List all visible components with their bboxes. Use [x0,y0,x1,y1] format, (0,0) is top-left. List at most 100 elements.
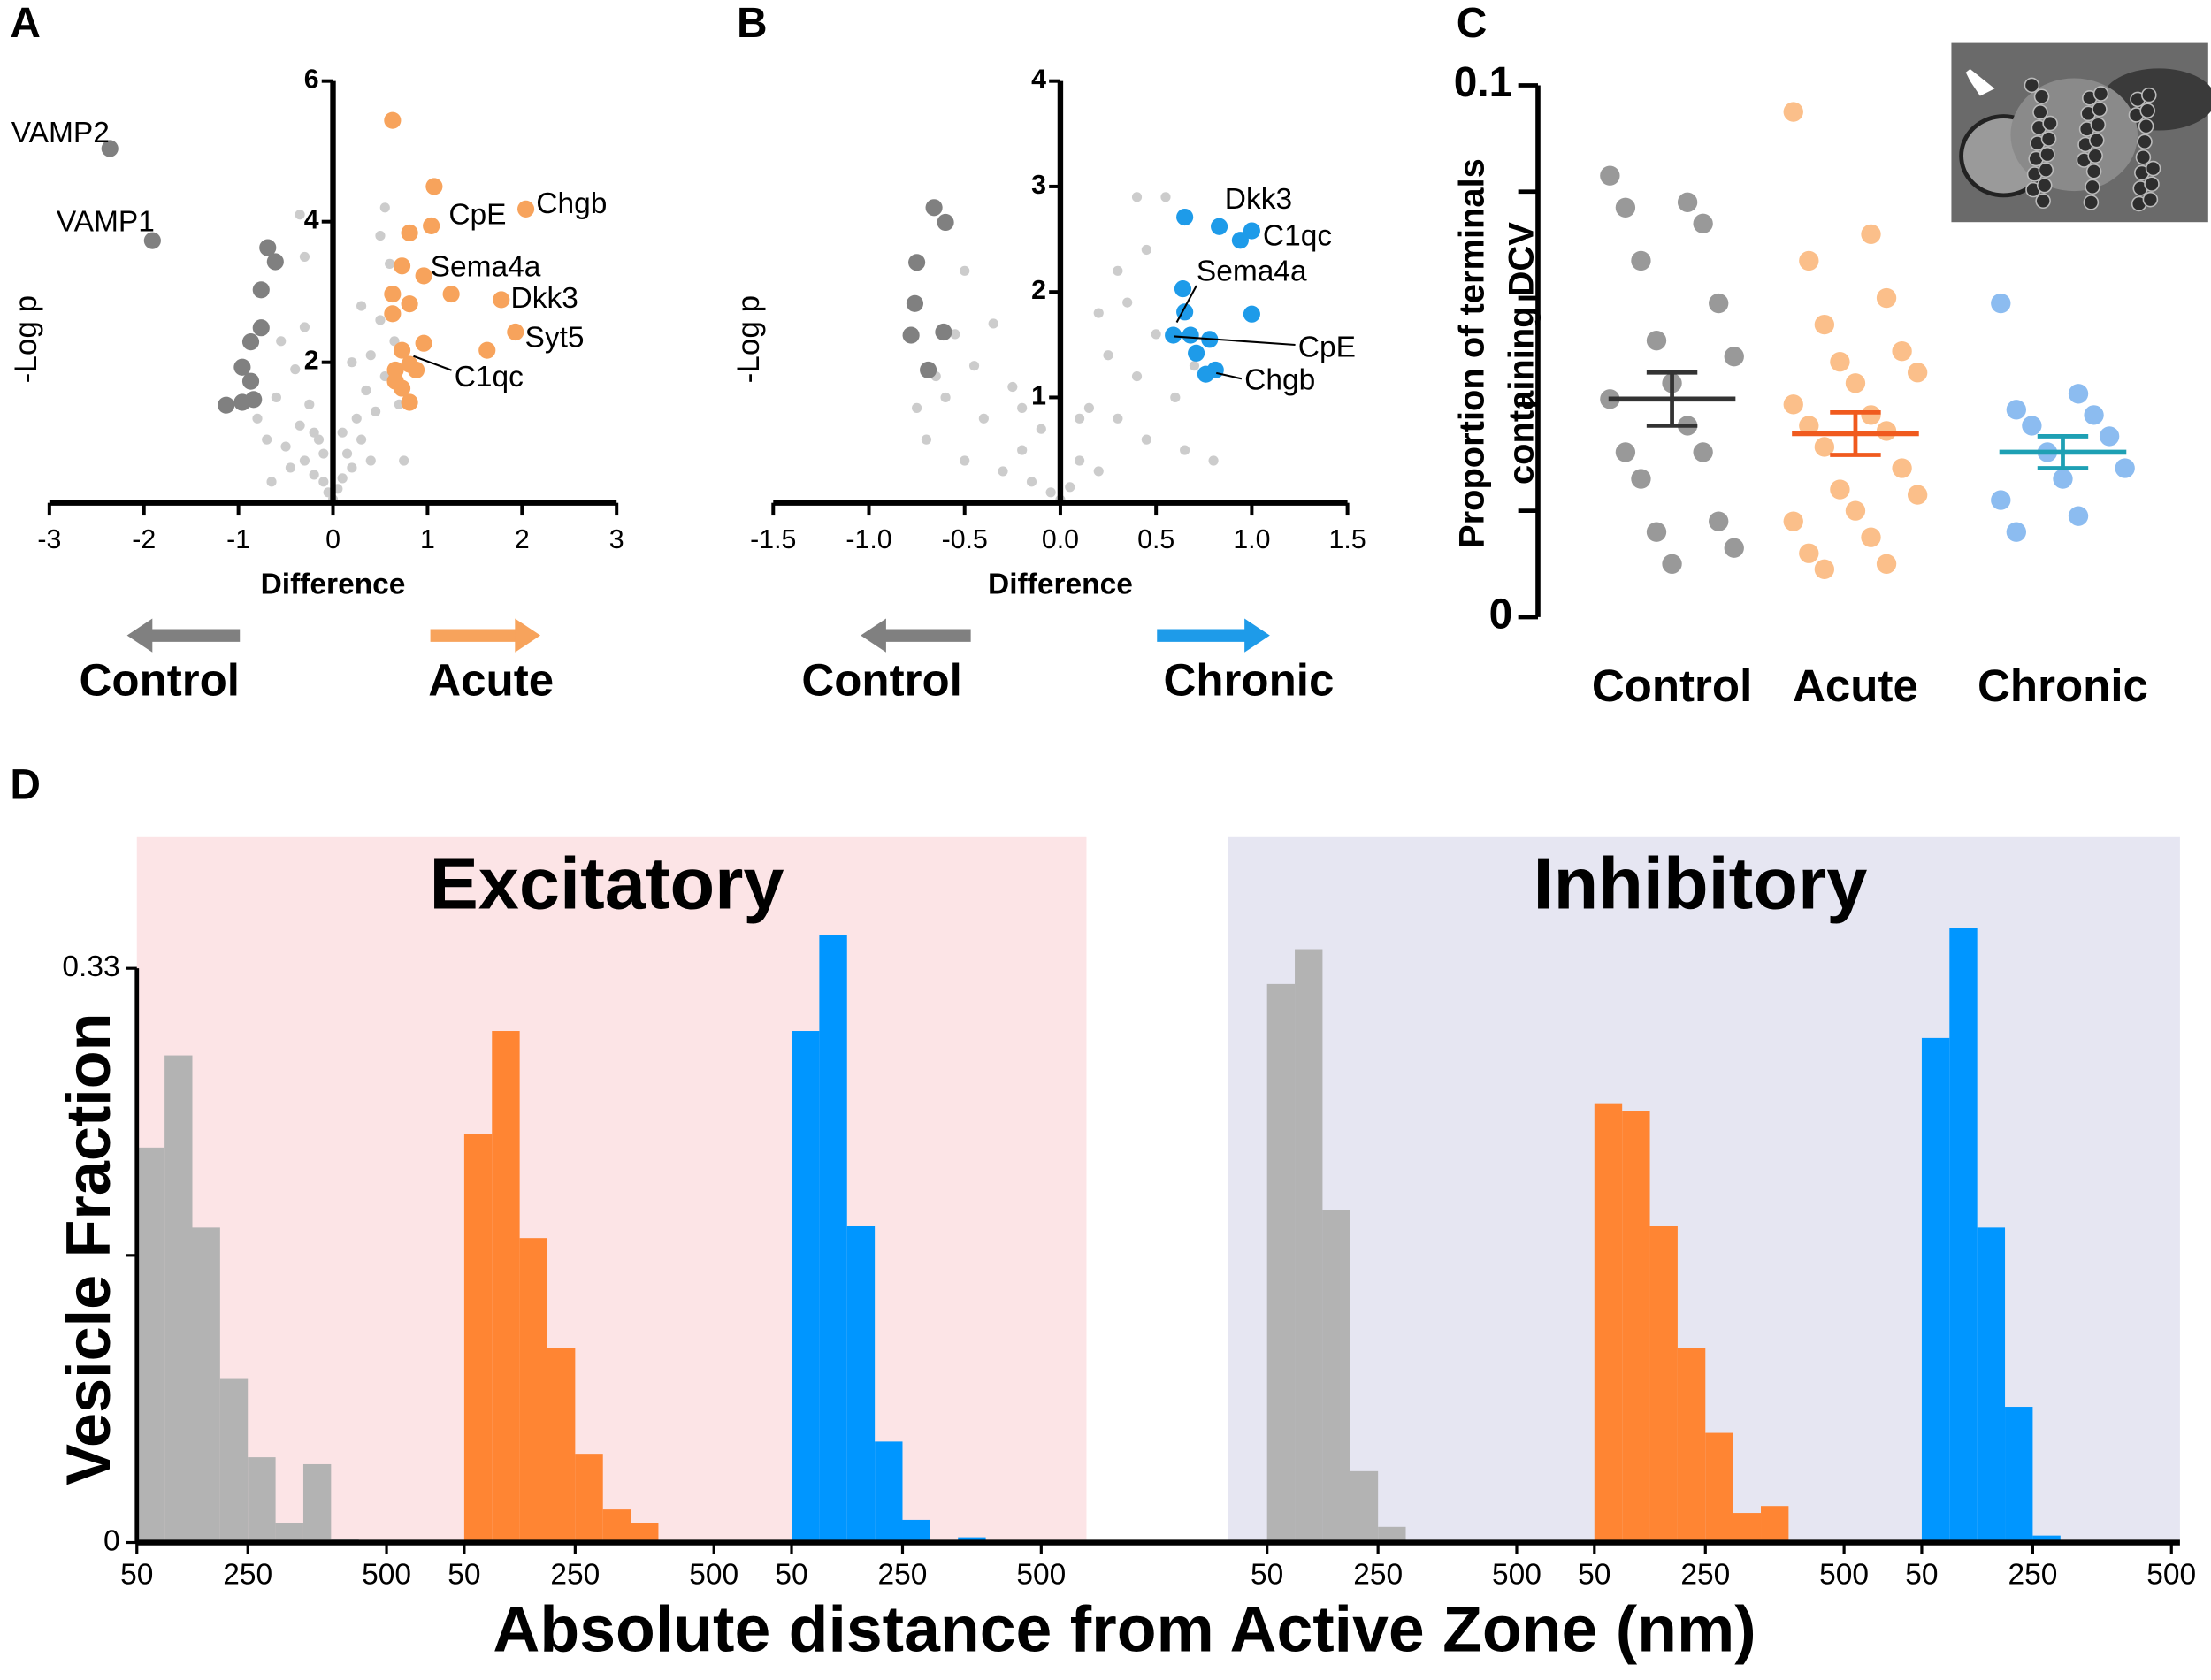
data-point [1113,413,1123,424]
data-point [384,285,402,303]
data-point [280,441,291,452]
data-point [266,477,277,487]
data-point [1113,265,1123,276]
data-point [978,413,989,424]
data-point [1176,208,1194,226]
data-point [937,213,954,232]
inset-vesicle [2141,87,2157,103]
data-point [1892,341,1912,362]
data-point [920,361,937,379]
x-tick-label: 250 [223,1559,272,1592]
data-point [415,334,432,352]
inset-vesicle [2024,77,2040,94]
data-point [384,111,402,129]
y-tick-label: 3 [1031,171,1046,200]
y-tick-label: 0.33 [62,951,119,983]
legend-arrowhead [861,618,886,653]
data-point [401,393,418,411]
x-tick-label: 250 [1353,1559,1403,1592]
data-point [2084,405,2104,425]
data-point [143,232,161,249]
data-point [408,361,425,379]
x-axis-label: Difference [261,569,406,601]
y-tick-label: 0.1 [1454,59,1513,106]
data-point [1783,394,1803,415]
data-point [1093,308,1104,318]
histogram-bar [1977,1227,2006,1543]
histogram-bar [136,1147,165,1543]
data-point [1814,437,1835,457]
annotation: VAMP1 [57,206,155,239]
histogram-bar [575,1454,603,1543]
panel-label: B [737,0,768,47]
data-point [2115,458,2135,478]
data-point [347,357,357,368]
data-point [271,392,281,403]
annotation: C1qc [455,361,524,393]
histogram-bar [1266,983,1296,1543]
x-tick-label: -2 [132,525,156,554]
data-point [1662,554,1682,574]
histogram-bar [1594,1103,1623,1543]
data-point [241,372,260,390]
x-tick-label: 250 [2008,1559,2057,1592]
annotation: CpE [448,199,506,232]
data-point [1007,381,1018,393]
data-point [2022,416,2042,436]
legend-label: Chronic [1164,654,1335,705]
x-tick-label: -3 [37,525,61,554]
panel-label: A [10,0,41,47]
inset-vesicle [2032,103,2048,120]
data-point [259,239,277,256]
data-point [1151,329,1161,340]
y-tick-label: 4 [1031,65,1046,95]
data-point [425,178,443,195]
inset-vesicle [2092,86,2109,102]
data-point [1075,455,1085,466]
histogram-bar [1350,1470,1379,1543]
x-tick-label: 500 [2146,1559,2196,1592]
histogram-bar [875,1441,903,1543]
y-axis-label: Proportion of terminals [1453,158,1492,548]
data-point [906,294,924,312]
annotation: Sema4a [431,251,541,284]
data-point [365,455,376,466]
data-point [386,372,404,390]
y-tick-label: 0 [103,1524,120,1557]
histogram-bar [819,935,847,1543]
data-point [2099,426,2120,447]
inset-vesicle [2088,132,2105,149]
data-point [295,210,305,220]
data-point [252,319,270,337]
data-point [1709,511,1729,531]
x-tick-label: -0.5 [942,525,988,554]
histogram-bar [547,1348,576,1543]
x-tick-label: 3 [609,525,624,554]
data-point [351,413,362,424]
data-point [1180,445,1190,455]
data-point [1646,330,1667,351]
data-point [940,392,951,403]
data-point [950,329,960,340]
inset-vesicle [2038,162,2054,178]
data-point [2006,522,2027,542]
histogram-bar [219,1378,249,1543]
inset-vesicle [2039,146,2055,163]
inset-vesicle [2087,148,2103,164]
data-point [1861,405,1881,425]
y-axis-label: -Log p [731,295,766,383]
data-point [299,455,310,466]
data-point [968,361,980,371]
histogram-bar [1622,1111,1650,1543]
x-axis-label: Difference [988,569,1133,601]
data-point [2006,400,2027,420]
inset-vesicle [2138,118,2154,134]
x-tick-label: 50 [448,1559,480,1592]
data-point [1861,527,1881,547]
data-point [1141,244,1151,256]
data-point [1876,287,1897,309]
annotation: Chgb [536,187,607,220]
data-point [393,257,411,275]
